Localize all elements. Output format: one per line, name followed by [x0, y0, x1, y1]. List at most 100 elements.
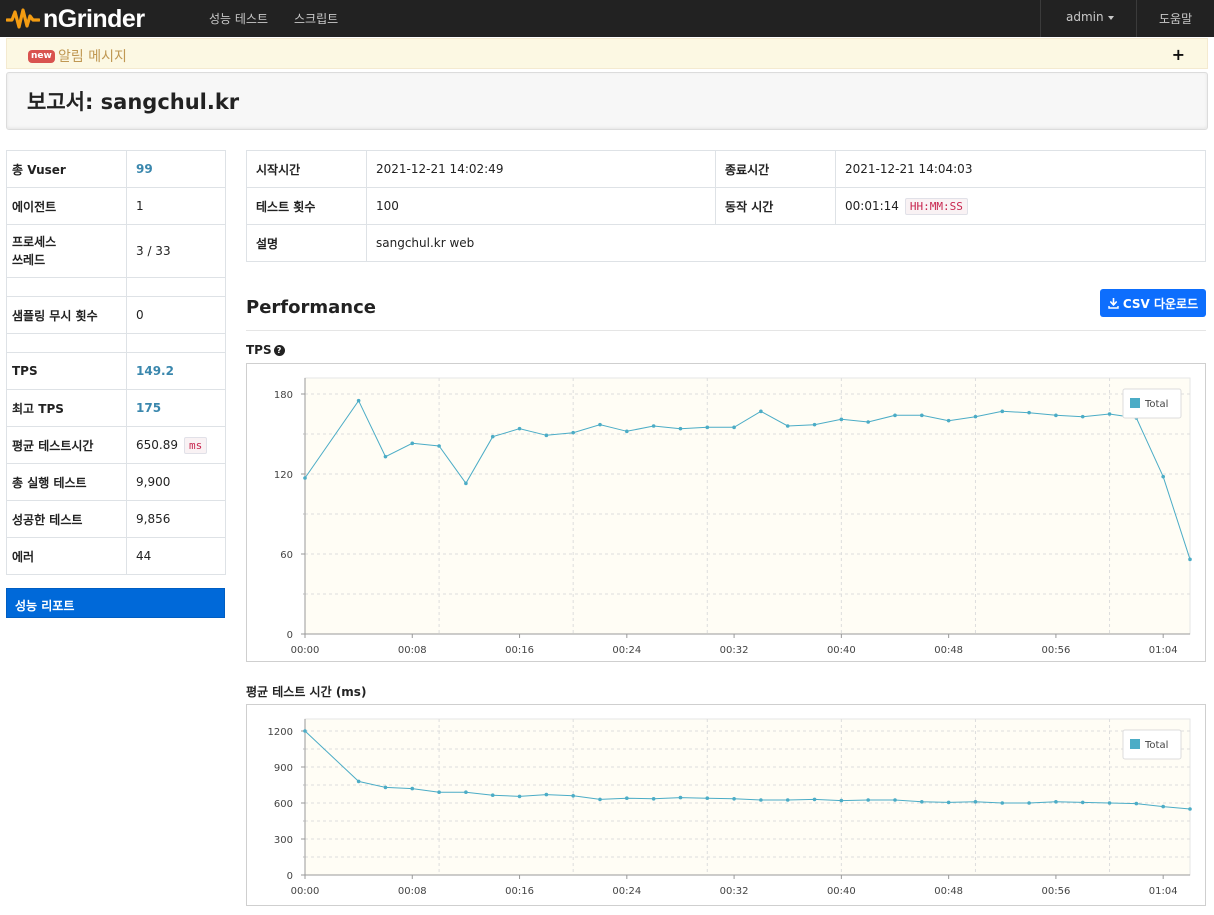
stat-value: 1 — [126, 187, 226, 225]
legend-box — [1122, 729, 1182, 760]
data-point — [1134, 801, 1139, 806]
data-point — [1027, 410, 1031, 415]
data-point — [785, 798, 790, 802]
ngrinder-wave-icon — [6, 8, 40, 29]
table-row: 최고 TPS 175 — [6, 389, 226, 427]
legend-box — [1122, 388, 1182, 419]
stat-label: 성공한 테스트 — [6, 500, 127, 538]
table-row — [6, 333, 226, 353]
x-tick-label: 01:04 — [1149, 645, 1178, 656]
x-tick-label: 00:00 — [291, 886, 320, 897]
data-point — [464, 790, 468, 794]
csv-download-label: CSV 다운로드 — [1122, 296, 1199, 311]
data-point — [303, 729, 307, 733]
data-point — [866, 420, 870, 424]
legend-swatch — [1130, 398, 1140, 408]
nav-performance-test[interactable]: 성능 테스트 — [209, 12, 269, 26]
download-icon — [1108, 297, 1119, 309]
y-tick-label: 300 — [274, 835, 293, 846]
table-row: TPS 149.2 — [6, 352, 226, 390]
help-icon[interactable]: ? — [273, 345, 285, 356]
legend-label: Total — [1144, 740, 1168, 751]
data-point — [946, 800, 951, 805]
notice-message[interactable]: 알림 메시지 — [58, 49, 127, 65]
stat-value-cell: 650.89 ms — [126, 426, 226, 464]
performance-report-button[interactable]: 성능 리포트 — [6, 588, 225, 618]
info-label: 테스트 횟수 — [246, 187, 367, 225]
data-point — [1080, 414, 1085, 419]
data-point — [785, 424, 790, 428]
data-point — [812, 422, 817, 427]
nav-help[interactable]: 도움말 — [1159, 12, 1193, 26]
data-point — [920, 800, 924, 804]
stat-label — [6, 277, 127, 297]
data-point — [356, 779, 361, 784]
x-tick-label: 00:16 — [505, 645, 534, 656]
stat-label: 샘플링 무시 횟수 — [6, 296, 127, 334]
table-row — [6, 277, 226, 297]
tps-chart-label: TPS? — [246, 343, 285, 357]
mean-time-chart-svg: 0 300 600 900 1200 00:00 00:08 00:16 00:24 00:32 0… — [268, 718, 1192, 897]
data-point — [383, 454, 388, 459]
data-point — [437, 444, 441, 448]
user-menu-dropdown[interactable]: admin — [1066, 10, 1114, 24]
nav-script[interactable]: 스크립트 — [294, 12, 339, 26]
data-point — [517, 426, 522, 431]
data-point — [651, 424, 656, 428]
chart-legend: Total — [1122, 729, 1182, 760]
data-point — [383, 785, 388, 790]
stat-value: 3 / 33 — [126, 224, 226, 278]
data-point — [812, 797, 817, 802]
x-tick-label: 00:08 — [398, 645, 427, 656]
stat-label: TPS — [6, 352, 127, 390]
info-value: 00:01:14 — [845, 198, 899, 213]
data-point — [1054, 800, 1058, 804]
stat-value: 99 — [126, 150, 226, 188]
unit-badge: ms — [184, 436, 208, 454]
data-point — [1107, 412, 1112, 416]
csv-download-button[interactable]: CSV 다운로드 — [1100, 289, 1206, 317]
data-point — [946, 418, 951, 423]
stat-value: 0 — [126, 296, 226, 334]
data-point — [732, 797, 736, 801]
data-point — [437, 790, 441, 794]
y-tick-label: 60 — [280, 550, 293, 561]
data-point — [973, 800, 978, 804]
stat-value: 149.2 — [126, 352, 226, 390]
table-row: 총 Vuser 99 — [6, 150, 226, 188]
section-title: Performance — [246, 297, 376, 318]
data-point — [705, 425, 710, 430]
x-tick-label: 01:04 — [1149, 886, 1178, 897]
data-point — [651, 797, 656, 801]
plot-area — [304, 718, 1191, 876]
data-point — [759, 409, 763, 414]
stat-label: 에러 — [6, 537, 127, 575]
y-tick-label: 0 — [287, 630, 293, 641]
legend-swatch — [1130, 739, 1140, 749]
stat-value: 175 — [126, 389, 226, 427]
page-header: 보고서: sangchul.kr — [6, 72, 1208, 130]
expand-plus-icon[interactable]: + — [1171, 45, 1185, 64]
brand-logo[interactable]: nGrinder — [6, 3, 145, 35]
table-row: 성공한 테스트 9,856 — [6, 500, 226, 538]
info-value: sangchul.kr web — [366, 224, 1206, 262]
info-label: 종료시간 — [715, 150, 836, 188]
x-tick-label: 00:56 — [1041, 645, 1070, 656]
table-row: 테스트 횟수 100 동작 시간 00:01:14 HH:MM:SS — [246, 187, 1206, 225]
table-row: 평균 테스트시간 650.89 ms — [6, 426, 226, 464]
stat-value — [126, 277, 226, 297]
x-tick-label: 00:32 — [720, 645, 749, 656]
format-badge: HH:MM:SS — [904, 197, 968, 215]
data-point — [303, 476, 307, 480]
data-point — [839, 417, 844, 422]
x-tick-label: 00:16 — [505, 886, 534, 897]
x-tick-label: 00:32 — [720, 886, 749, 897]
stat-value: 44 — [126, 537, 226, 575]
y-tick-label: 120 — [274, 470, 293, 481]
user-name: admin — [1066, 10, 1104, 24]
data-point — [1107, 801, 1112, 805]
data-point — [598, 422, 602, 427]
data-point — [759, 798, 763, 802]
chart-legend: Total — [1122, 388, 1182, 419]
stat-label: 에이전트 — [6, 187, 127, 225]
